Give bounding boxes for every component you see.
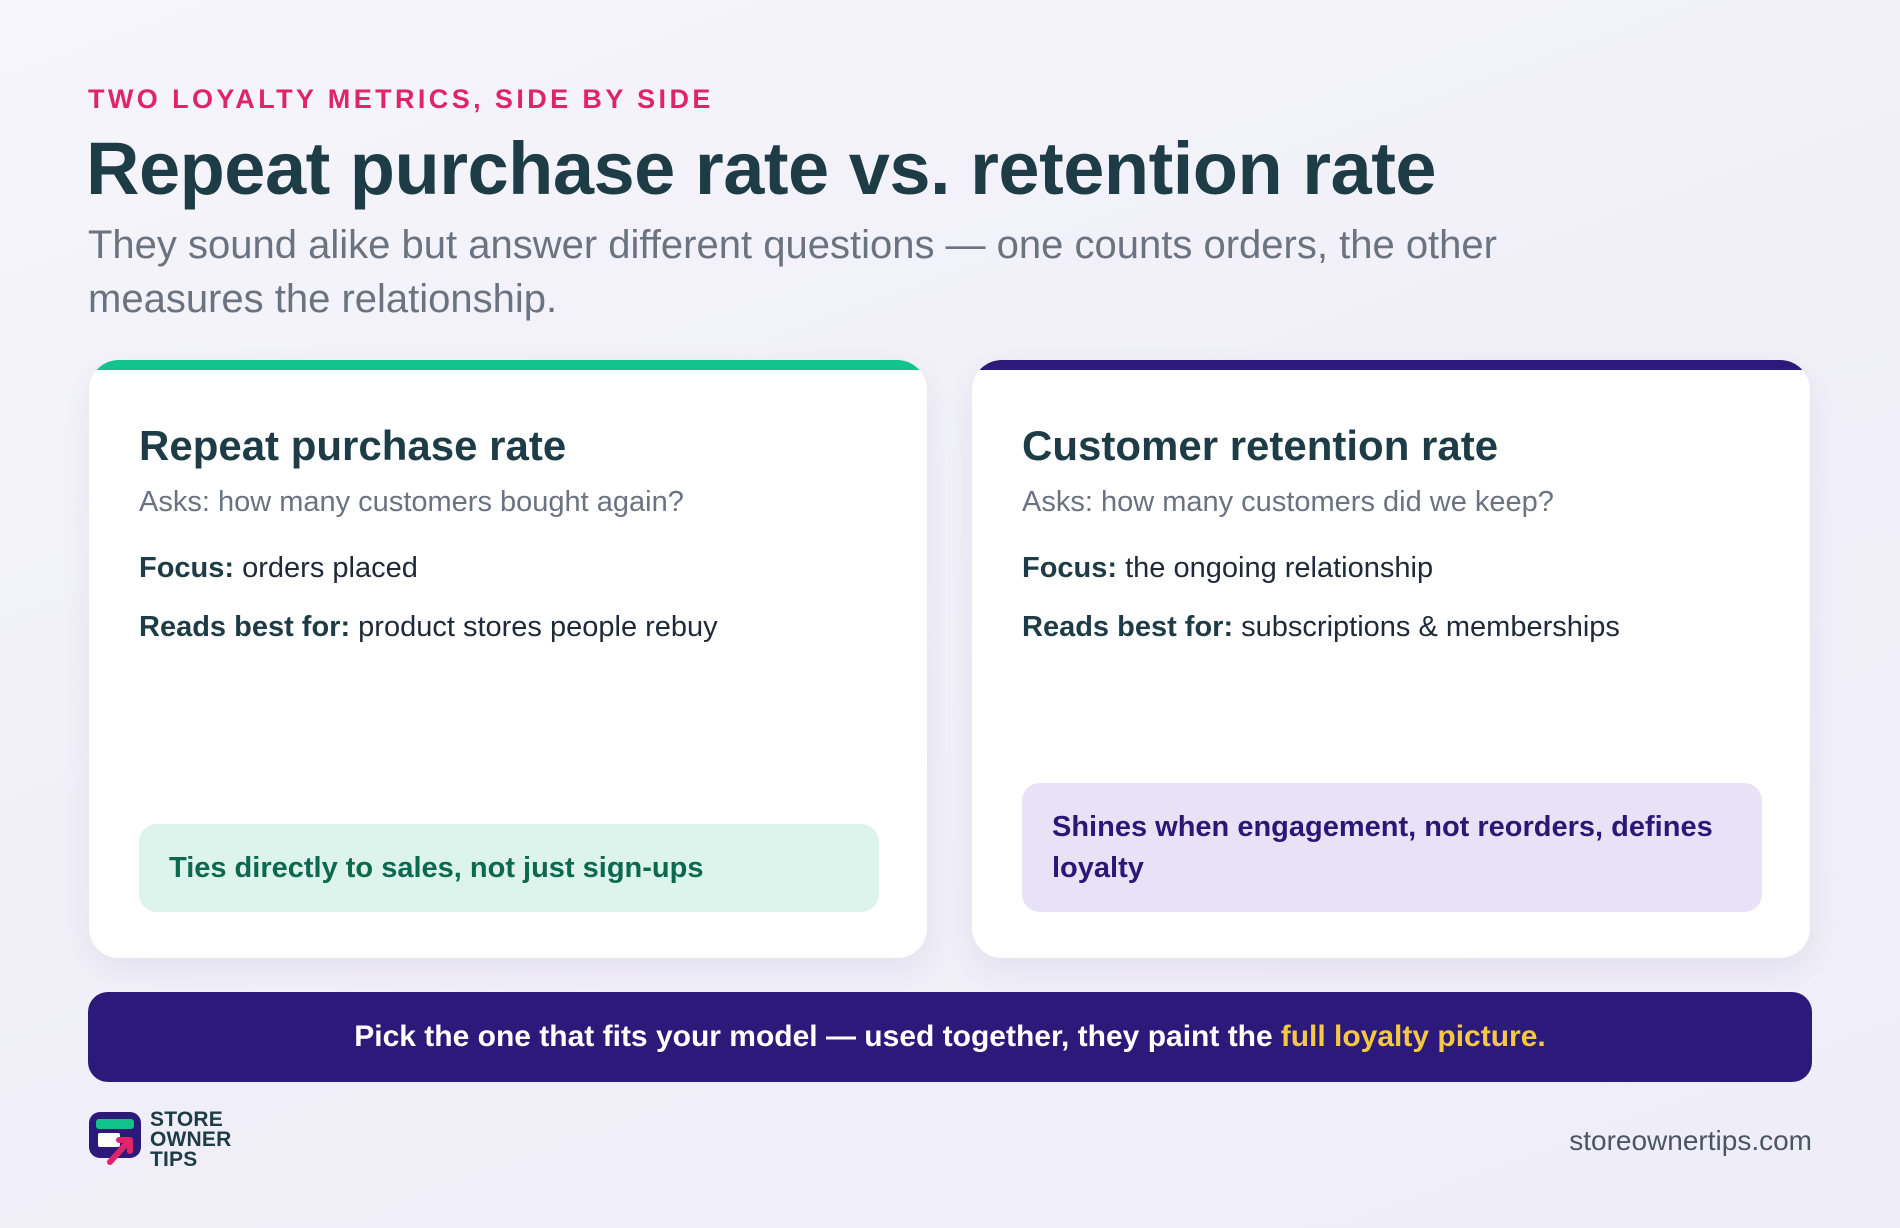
brand-logo: STORE OWNER TIPS: [88, 1108, 248, 1171]
summary-banner: Pick the one that fits your model — used…: [88, 992, 1812, 1082]
card-callout: Ties directly to sales, not just sign-up…: [139, 824, 879, 912]
banner-text: Pick the one that fits your model — used…: [354, 1020, 1273, 1053]
logo-wordmark: STORE OWNER TIPS: [150, 1108, 232, 1171]
card-question: Asks: how many customers did we keep?: [1022, 486, 1554, 518]
page-subtitle: They sound alike but answer different qu…: [88, 223, 1497, 321]
banner-highlight: full loyalty picture.: [1280, 1020, 1546, 1053]
site-url: storeownertips.com: [1569, 1125, 1812, 1156]
logo-line: STORE: [150, 1108, 223, 1131]
reads-best-value: subscriptions & memberships: [1241, 611, 1620, 643]
reads-best-value: product stores people rebuy: [358, 611, 718, 643]
card-callout: Shines when engagement, not reorders, de…: [1022, 783, 1762, 912]
card-title: Customer retention rate: [1022, 422, 1499, 469]
card-repeat-purchase-rate: Repeat purchase rate Asks: how many cust…: [89, 360, 927, 958]
card-reads-row: Reads best for: product stores people re…: [139, 611, 718, 644]
page-title: Repeat purchase rate vs. retention rate: [86, 127, 1437, 210]
card-question: Asks: how many customers bought again?: [139, 486, 684, 518]
logo-line: TIPS: [150, 1148, 198, 1171]
card-title: Repeat purchase rate: [139, 422, 567, 469]
card-accent-bar: [972, 360, 1810, 370]
card-focus-row: Focus: the ongoing relationship: [1022, 552, 1433, 585]
card-accent-bar: [89, 360, 927, 370]
focus-value: the ongoing relationship: [1125, 552, 1434, 584]
eyebrow-label: TWO LOYALTY METRICS, SIDE BY SIDE: [88, 84, 714, 114]
logo-line: OWNER: [150, 1128, 232, 1151]
focus-value: orders placed: [242, 552, 418, 584]
card-focus-row: Focus: orders placed: [139, 552, 418, 585]
reads-best-label: Reads best for:: [139, 611, 351, 643]
storefront-arrow-icon: [89, 1112, 141, 1165]
card-reads-row: Reads best for: subscriptions & membersh…: [1022, 611, 1620, 644]
focus-label: Focus:: [1022, 552, 1118, 584]
card-customer-retention-rate: Customer retention rate Asks: how many c…: [972, 360, 1810, 958]
focus-label: Focus:: [139, 552, 235, 584]
reads-best-label: Reads best for:: [1022, 611, 1234, 643]
